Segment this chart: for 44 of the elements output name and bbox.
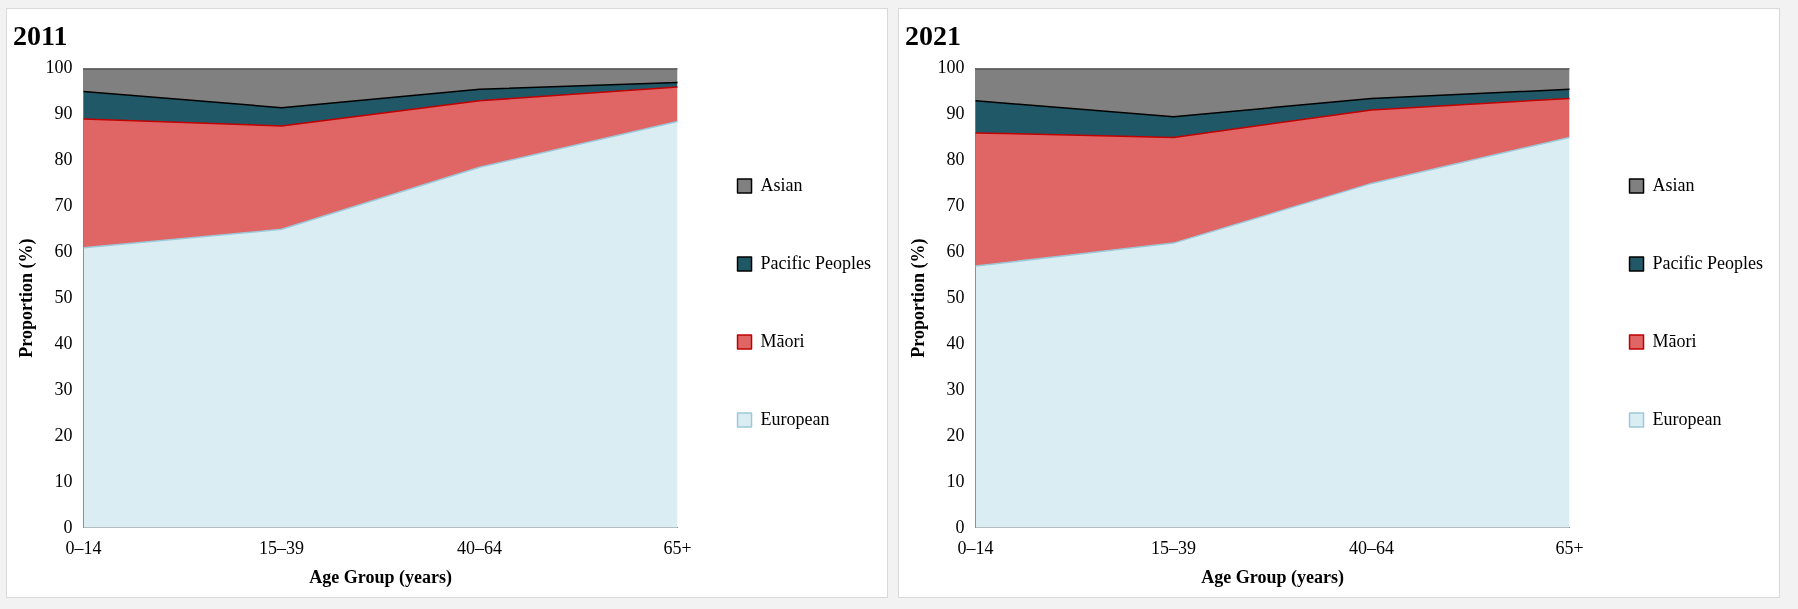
legend-label: Asian bbox=[760, 174, 803, 195]
y-tick-label: 60 bbox=[54, 241, 73, 262]
x-axis-title: Age Group (years) bbox=[1201, 566, 1344, 588]
legend-label: European bbox=[1652, 408, 1722, 429]
y-tick-label: 30 bbox=[54, 378, 73, 399]
x-axis-title: Age Group (years) bbox=[309, 566, 452, 588]
y-tick-label: 100 bbox=[45, 57, 73, 78]
x-tick-label: 0–14 bbox=[957, 538, 994, 559]
y-tick-label: 70 bbox=[946, 195, 965, 216]
chart-title: 2021 bbox=[905, 20, 961, 52]
chart-title: 2011 bbox=[13, 20, 68, 52]
y-axis-title: Proportion (%) bbox=[16, 238, 38, 358]
y-tick-label: 0 bbox=[955, 516, 965, 537]
legend-label: Asian bbox=[1652, 174, 1695, 195]
x-tick-label: 40–64 bbox=[457, 538, 503, 559]
y-tick-label: 50 bbox=[54, 286, 73, 307]
x-tick-label: 40–64 bbox=[1349, 538, 1395, 559]
legend-label: Māori bbox=[1652, 330, 1697, 351]
y-tick-label: 20 bbox=[946, 424, 965, 445]
y-tick-label: 100 bbox=[937, 57, 965, 78]
legend-label: Māori bbox=[760, 330, 805, 351]
legend-label: Pacific Peoples bbox=[760, 252, 872, 273]
y-tick-label: 90 bbox=[946, 103, 965, 124]
y-tick-label: 30 bbox=[946, 378, 965, 399]
x-tick-label: 15–39 bbox=[259, 538, 305, 559]
legend-label: Pacific Peoples bbox=[1652, 252, 1764, 273]
y-tick-label: 70 bbox=[54, 195, 73, 216]
y-tick-label: 0 bbox=[63, 516, 73, 537]
y-tick-label: 50 bbox=[946, 286, 965, 307]
x-tick-label: 0–14 bbox=[65, 538, 102, 559]
legend-label: European bbox=[760, 408, 830, 429]
x-tick-label: 65+ bbox=[1555, 538, 1584, 559]
y-tick-label: 60 bbox=[946, 241, 965, 262]
y-axis-title: Proportion (%) bbox=[908, 238, 930, 358]
y-tick-label: 40 bbox=[946, 332, 965, 353]
y-tick-label: 10 bbox=[946, 470, 965, 491]
y-tick-label: 20 bbox=[54, 424, 73, 445]
y-tick-label: 80 bbox=[54, 149, 73, 170]
y-tick-label: 80 bbox=[946, 149, 965, 170]
y-tick-label: 40 bbox=[54, 332, 73, 353]
y-tick-label: 90 bbox=[54, 103, 73, 124]
x-tick-label: 65+ bbox=[663, 538, 692, 559]
x-tick-label: 15–39 bbox=[1151, 538, 1197, 559]
y-tick-label: 10 bbox=[54, 470, 73, 491]
